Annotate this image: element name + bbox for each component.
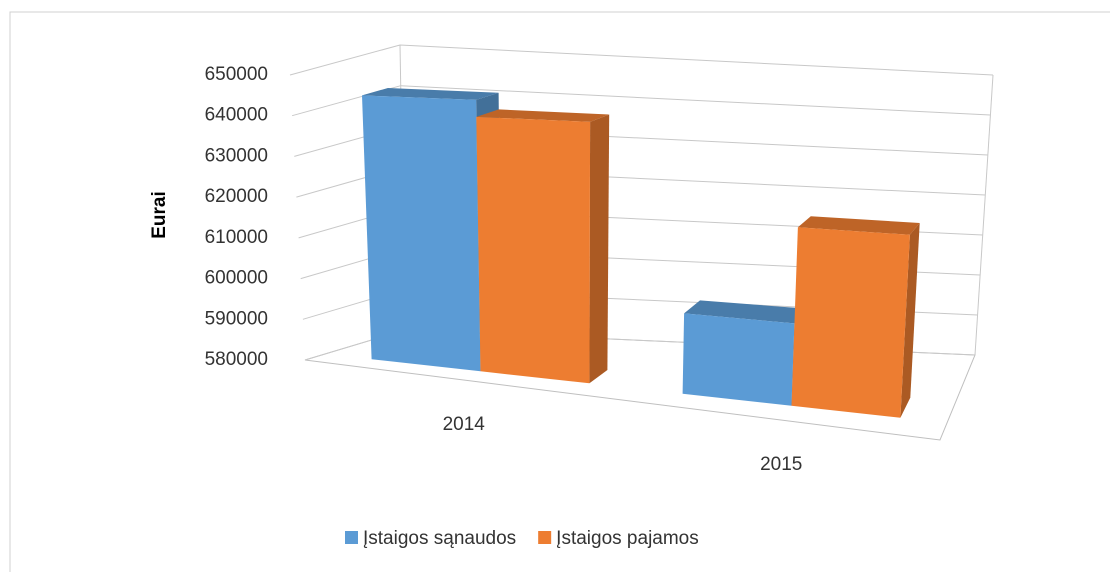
bar-side — [589, 114, 610, 384]
y-tick-label: 600000 — [205, 268, 268, 289]
bar-top — [362, 88, 499, 100]
bar-front — [791, 227, 910, 418]
wall-edge — [974, 74, 994, 356]
grid-line — [289, 44, 994, 76]
y-tick-label: 610000 — [205, 227, 268, 248]
bar-top — [476, 109, 610, 122]
bar — [476, 109, 610, 384]
x-tick-label: 2015 — [760, 454, 802, 475]
y-axis-title: Eurai — [149, 191, 170, 239]
legend-label: Įstaigos pajamos — [556, 528, 699, 549]
bar — [791, 216, 920, 418]
bar-top — [684, 300, 808, 324]
y-tick-label: 640000 — [205, 105, 268, 126]
bar-front — [682, 313, 795, 406]
y-tick-label: 650000 — [205, 64, 268, 85]
y-tick-label: 580000 — [205, 349, 268, 370]
bar-front — [362, 95, 481, 372]
legend-label: Įstaigos sąnaudos — [363, 528, 516, 549]
bar — [682, 300, 808, 406]
bar-side — [900, 223, 920, 418]
y-tick-label: 630000 — [205, 145, 268, 166]
legend-swatch — [538, 531, 552, 544]
chart-border — [9, 11, 1110, 577]
x-tick-label: 2014 — [443, 414, 486, 435]
y-tick-label: 590000 — [205, 308, 268, 329]
bar-front — [476, 116, 591, 384]
y-tick-label: 620000 — [205, 186, 268, 207]
bar-top — [797, 216, 920, 235]
legend-swatch — [345, 531, 358, 544]
